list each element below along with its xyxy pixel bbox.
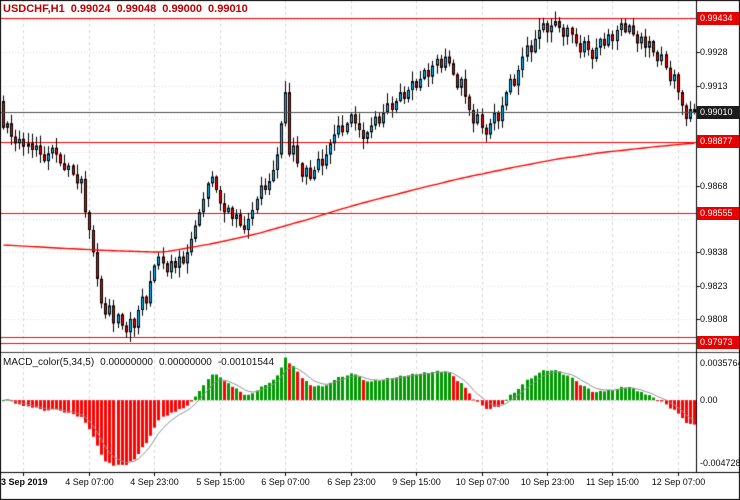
symbol-timeframe-label: USDCHF,H1 [3,3,65,15]
ohlc-high-value: 0.99048 [116,3,157,15]
macd-indicator-title: MACD_color(5,34,5) 0.00000000 0.00000000 -0… [3,357,280,368]
ohlc-low-value: 0.99000 [162,3,203,15]
chart-title: USDCHF,H1 0.99024 0.99048 0.99000 0.99010 [3,3,254,15]
macd-value-2: 0.00000000 [159,357,212,368]
ohlc-open-value: 0.99024 [70,3,111,15]
macd-value-1: 0.00000000 [100,357,153,368]
macd-name-label: MACD_color(5,34,5) [3,357,95,368]
ohlc-close-value: 0.99010 [208,3,248,15]
macd-value-3: -0.00101544 [217,357,275,368]
